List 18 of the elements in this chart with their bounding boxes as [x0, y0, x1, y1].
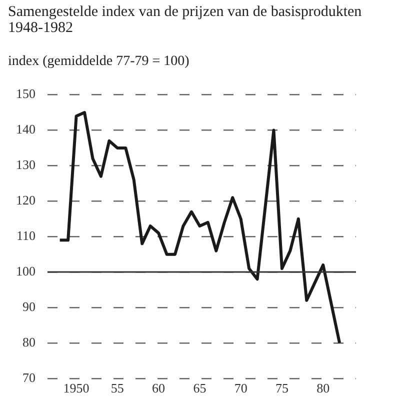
y-tick-label: 120 — [16, 192, 36, 208]
y-tick-label: 70 — [22, 370, 36, 385]
y-axis-title: index (gemiddelde 77-79 = 100) — [8, 54, 190, 70]
x-tick-label: 80 — [316, 380, 330, 396]
x-tick-label: 60 — [152, 380, 166, 396]
y-tick-label: 100 — [16, 263, 36, 278]
x-tick-label: 65 — [193, 380, 206, 396]
x-tick-label: 70 — [234, 380, 248, 396]
y-tick-label: 130 — [16, 157, 36, 172]
x-tick-label: 55 — [110, 380, 124, 396]
y-tick-label: 140 — [16, 122, 36, 137]
y-tick-label: 90 — [22, 298, 36, 314]
y-tick-label: 80 — [22, 334, 36, 350]
x-tick-label: 1950 — [63, 380, 90, 396]
chart-title: Samengestelde index van de prijzen van de basisprodukten 1948-1982 — [8, 4, 363, 36]
y-tick-label: 110 — [16, 228, 36, 244]
x-tick-label: 75 — [275, 380, 288, 396]
y-tick-label: 150 — [16, 86, 36, 102]
